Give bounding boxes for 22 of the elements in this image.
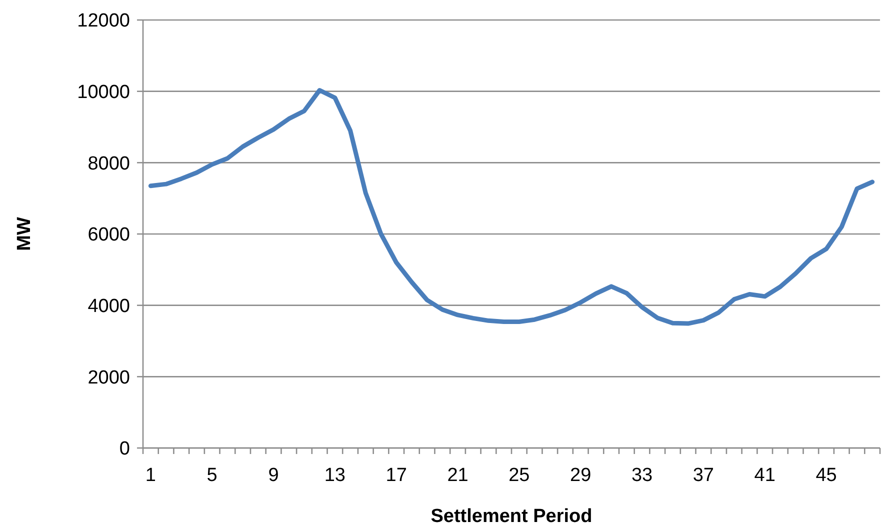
x-axis-title: Settlement Period [430, 506, 592, 527]
x-tick-label: 1 [145, 465, 156, 486]
y-tick-label: 12000 [77, 10, 130, 32]
x-tick-label: 41 [754, 465, 776, 486]
x-tick-label: 9 [268, 465, 279, 486]
y-axis-title: MW [14, 217, 35, 251]
x-tick-label: 45 [816, 465, 837, 486]
x-tick-label: 33 [631, 465, 653, 486]
line-series [148, 88, 875, 326]
x-tick-label: 5 [206, 465, 218, 486]
x-tick-label: 37 [692, 465, 714, 486]
y-tick-label: 6000 [88, 224, 130, 246]
x-tick-label: 25 [508, 465, 530, 486]
x-tick-label: 29 [570, 465, 592, 486]
y-tick-label: 0 [119, 438, 130, 460]
x-tick-label: 21 [447, 465, 468, 486]
x-tick-label: 13 [324, 465, 346, 486]
y-tick-label: 8000 [88, 153, 130, 174]
y-tick-label: 2000 [88, 367, 130, 388]
y-tick-label: 10000 [77, 82, 130, 103]
y-tick-label: 4000 [88, 296, 130, 317]
x-tick-label: 17 [386, 465, 407, 486]
